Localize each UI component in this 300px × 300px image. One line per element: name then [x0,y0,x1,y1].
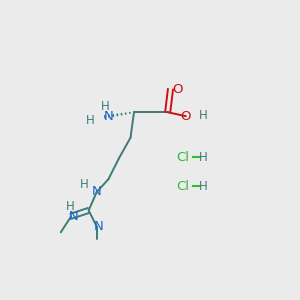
Text: Cl: Cl [176,151,189,164]
Text: O: O [181,110,191,123]
Text: H: H [199,109,208,122]
Text: H: H [85,114,94,127]
Text: Cl: Cl [176,180,189,193]
Text: N: N [92,185,102,198]
Text: N: N [104,110,114,123]
Text: H: H [200,180,208,193]
Text: H: H [80,178,88,191]
Text: H: H [101,100,110,113]
Text: N: N [69,210,78,223]
Text: N: N [94,220,104,233]
Text: H: H [66,200,75,213]
Text: H: H [200,151,208,164]
Text: O: O [173,82,183,96]
